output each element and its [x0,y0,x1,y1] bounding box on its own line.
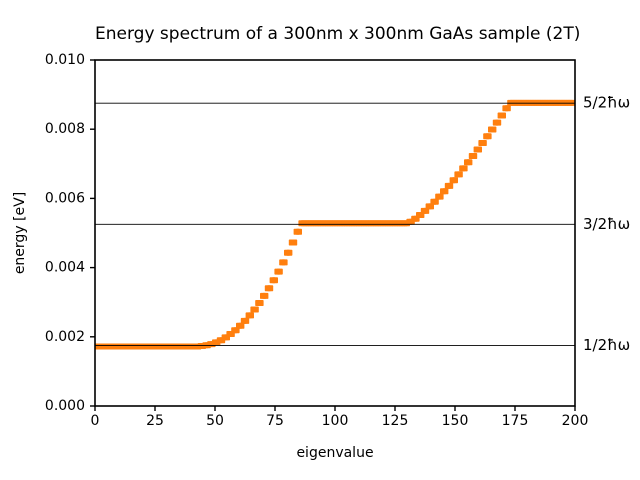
data-point [291,239,298,246]
x-tick-label: 100 [322,413,349,429]
data-point [248,312,254,319]
data-point [447,182,454,189]
reference-line-label: 5/2ħω [583,94,630,112]
x-axis-label: eigenvalue [296,445,374,461]
x-tick-label: 175 [502,413,529,429]
x-tick-label: 150 [442,413,469,429]
data-point [476,146,482,153]
data-point [432,198,439,205]
x-tick-label: 75 [266,413,284,429]
data-point [504,105,511,112]
y-tick-label: 0.000 [45,398,85,414]
chart-title: Energy spectrum of a 300nm x 300nm GaAs … [95,24,581,44]
y-tick-label: 0.008 [45,121,85,137]
data-point [456,171,463,178]
y-tick-label: 0.010 [45,52,85,68]
data-point [267,285,274,292]
x-tick-label: 125 [382,413,409,429]
data-point [461,165,468,172]
data-point [485,133,492,140]
data-point [238,322,245,329]
data-point [452,177,458,184]
data-point [243,317,250,324]
x-tick-label: 25 [146,413,164,429]
data-point [262,292,269,299]
data-point [296,228,302,235]
data-point [495,119,502,126]
x-tick-label: 200 [562,413,589,429]
data-point [471,153,478,159]
data-point [490,126,497,133]
data-point [286,249,293,256]
y-tick-label: 0.002 [45,329,85,345]
axes-spines [94,59,576,407]
reference-line-label: 3/2ħω [583,215,630,233]
x-tick-label: 50 [206,413,224,429]
y-tick-label: 0.006 [45,190,85,206]
data-point [272,277,278,284]
y-axis-label: energy [eV] [12,191,28,275]
x-tick-label: 0 [91,413,100,429]
data-point [500,112,506,119]
data-point [442,188,449,195]
data-point [437,193,444,200]
data-point [281,259,288,266]
data-point [276,268,283,275]
data-point [480,140,487,146]
y-tick-label: 0.004 [45,260,85,276]
data-point [466,159,473,166]
data-point [257,300,264,306]
data-point [428,203,434,210]
data-point [252,306,259,313]
reference-line-label: 1/2ħω [583,336,630,354]
